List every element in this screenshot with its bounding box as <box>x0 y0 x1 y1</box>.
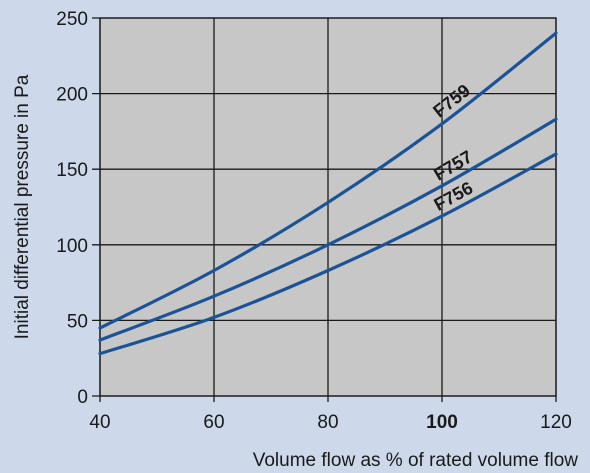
x-axis-title: Volume flow as % of rated volume flow <box>253 450 579 471</box>
y-tick-label: 250 <box>56 9 88 30</box>
series-line-f757 <box>98 117 558 342</box>
x-tick-label: 100 <box>426 412 458 433</box>
y-tick-label: 50 <box>67 311 88 332</box>
x-tick-label: 40 <box>89 412 110 433</box>
y-axis-title: Initial differential pressure in Pa <box>12 74 33 339</box>
x-tick-label: 60 <box>203 412 224 433</box>
y-tick-label: 100 <box>56 236 88 257</box>
y-tick-label: 150 <box>56 160 88 181</box>
series-line-f756 <box>98 152 558 356</box>
tick-labels: 40 60 80 100 120 0 50 100 150 200 250 <box>56 9 572 433</box>
x-tick-label: 80 <box>317 412 338 433</box>
series-line-f759 <box>98 31 558 330</box>
series-group <box>98 31 558 356</box>
y-tick-label: 200 <box>56 85 88 106</box>
x-tick-label: 120 <box>540 412 572 433</box>
grid <box>92 17 557 402</box>
y-tick-label: 0 <box>77 387 88 408</box>
